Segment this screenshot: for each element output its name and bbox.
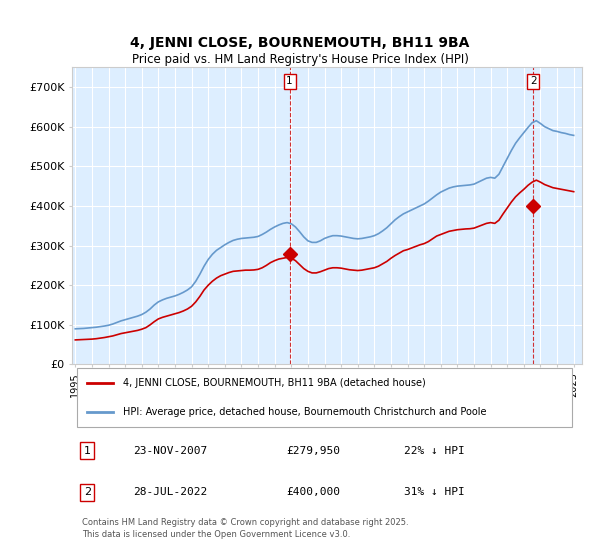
Text: 31% ↓ HPI: 31% ↓ HPI [404, 487, 464, 497]
Text: 2: 2 [530, 76, 536, 86]
Text: £279,950: £279,950 [286, 446, 340, 456]
Text: Price paid vs. HM Land Registry's House Price Index (HPI): Price paid vs. HM Land Registry's House … [131, 53, 469, 66]
Text: 4, JENNI CLOSE, BOURNEMOUTH, BH11 9BA (detached house): 4, JENNI CLOSE, BOURNEMOUTH, BH11 9BA (d… [123, 378, 426, 388]
Text: 23-NOV-2007: 23-NOV-2007 [133, 446, 208, 456]
Text: 28-JUL-2022: 28-JUL-2022 [133, 487, 208, 497]
Text: £400,000: £400,000 [286, 487, 340, 497]
Text: 1: 1 [84, 446, 91, 456]
Text: 2: 2 [84, 487, 91, 497]
Text: 4, JENNI CLOSE, BOURNEMOUTH, BH11 9BA: 4, JENNI CLOSE, BOURNEMOUTH, BH11 9BA [130, 36, 470, 50]
FancyBboxPatch shape [77, 368, 572, 427]
Text: Contains HM Land Registry data © Crown copyright and database right 2025.
This d: Contains HM Land Registry data © Crown c… [82, 519, 409, 539]
Text: 1: 1 [286, 76, 293, 86]
Text: 22% ↓ HPI: 22% ↓ HPI [404, 446, 464, 456]
Text: HPI: Average price, detached house, Bournemouth Christchurch and Poole: HPI: Average price, detached house, Bour… [123, 407, 487, 417]
